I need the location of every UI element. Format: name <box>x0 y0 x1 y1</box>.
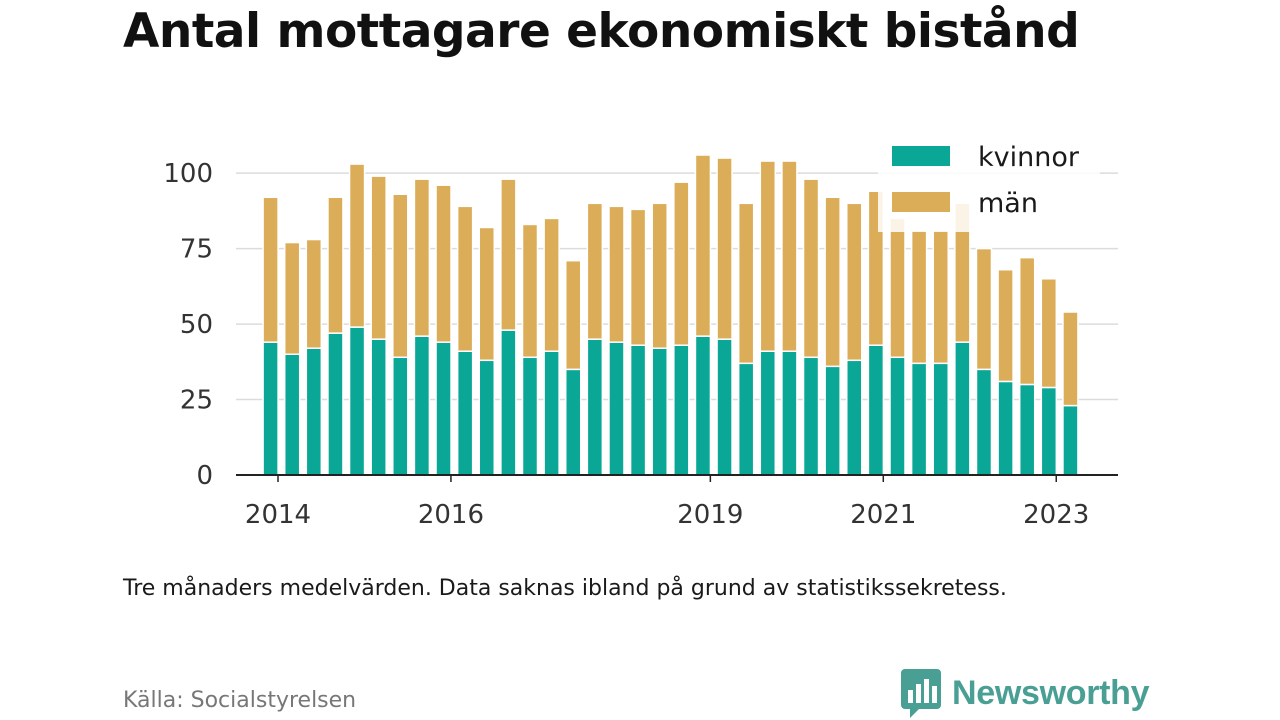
x-axis-ticks: 2014 2016 2019 2021 2023 <box>245 475 1089 530</box>
bar-kvinnor <box>824 365 841 476</box>
bar-man <box>1018 256 1036 386</box>
y-axis-ticks: 0 25 50 75 100 <box>163 159 213 491</box>
x-tick-label: 2016 <box>418 500 484 530</box>
bar-kvinnor <box>305 347 323 476</box>
bar-man <box>413 178 431 337</box>
bar-kvinnor <box>500 329 517 476</box>
bar-man <box>348 163 366 328</box>
legend: kvinnor män <box>878 138 1100 232</box>
bar-man <box>737 202 755 365</box>
bar-kvinnor <box>543 350 560 476</box>
bar-kvinnor <box>629 344 647 476</box>
chart-title: Antal mottagare ekonomiskt bistånd <box>123 4 1080 59</box>
bar-man <box>802 178 820 359</box>
bar-man <box>500 178 517 331</box>
bar-kvinnor <box>867 344 885 476</box>
bar-kvinnor <box>673 344 690 476</box>
bar-kvinnor <box>1040 386 1058 476</box>
bar-kvinnor <box>283 353 301 476</box>
bar-kvinnor <box>1062 404 1079 476</box>
bar-kvinnor <box>1018 383 1036 476</box>
bar-man <box>521 223 539 359</box>
bar-kvinnor <box>586 338 604 476</box>
bar-man <box>694 154 712 337</box>
bar-man <box>478 226 496 362</box>
x-tick-label: 2019 <box>677 500 743 530</box>
bar-man <box>651 202 668 349</box>
y-tick-label: 75 <box>180 235 213 265</box>
bar-kvinnor <box>327 332 344 476</box>
bar-kvinnor <box>370 338 387 476</box>
bar-man <box>305 238 323 349</box>
bar-man <box>997 268 1014 383</box>
bar-man <box>716 157 733 340</box>
y-tick-label: 100 <box>163 159 213 189</box>
bar-kvinnor <box>435 341 452 476</box>
bar-man <box>392 193 409 359</box>
bar-man <box>564 259 582 371</box>
bar-kvinnor <box>889 356 906 476</box>
newsworthy-logo-icon <box>901 669 941 718</box>
bar-man <box>781 160 798 352</box>
bar-kvinnor <box>781 350 798 476</box>
legend-swatch-kvinnor <box>892 146 950 166</box>
bar-man <box>629 208 647 346</box>
bar-kvinnor <box>348 326 366 476</box>
bar-kvinnor <box>262 341 279 476</box>
bar-kvinnor <box>694 335 712 476</box>
bar-man <box>435 184 452 343</box>
bar-man <box>370 175 387 340</box>
legend-label-man: män <box>978 188 1038 219</box>
bar-kvinnor <box>716 338 733 476</box>
bar-man <box>759 160 777 352</box>
x-tick-label: 2021 <box>850 500 916 530</box>
bar-kvinnor <box>932 362 949 476</box>
bar-kvinnor <box>413 335 431 476</box>
bar-man <box>262 196 279 343</box>
bar-man <box>1040 278 1058 389</box>
bar-man <box>543 217 560 352</box>
bar-kvinnor <box>802 356 820 476</box>
bar-kvinnor <box>392 356 409 476</box>
chart-note: Tre månaders medelvärden. Data saknas ib… <box>123 576 1007 601</box>
bar-man <box>889 217 906 359</box>
bar-kvinnor <box>608 341 625 476</box>
bar-kvinnor <box>759 350 777 476</box>
bar-kvinnor <box>910 362 928 476</box>
x-tick-label: 2023 <box>1023 500 1089 530</box>
bar-man <box>824 196 841 368</box>
bar-kvinnor <box>846 359 863 476</box>
brand-logo: Newsworthy <box>900 668 1150 718</box>
bar-man <box>327 196 344 334</box>
bar-kvinnor <box>954 341 971 476</box>
y-tick-label: 25 <box>180 386 213 416</box>
bar-man <box>975 247 993 371</box>
x-tick-label: 2014 <box>245 500 311 530</box>
bar-kvinnor <box>564 368 582 476</box>
bar-man <box>1062 311 1079 407</box>
y-tick-label: 50 <box>180 310 213 340</box>
bar-man <box>283 241 301 356</box>
bar-kvinnor <box>456 350 474 476</box>
bar-man <box>932 229 949 365</box>
bar-kvinnor <box>651 347 668 476</box>
legend-swatch-man <box>892 192 950 212</box>
bar-kvinnor <box>737 362 755 476</box>
bar-kvinnor <box>478 359 496 476</box>
bar-kvinnor <box>997 380 1014 476</box>
y-tick-label: 0 <box>196 461 213 491</box>
bar-man <box>608 205 625 343</box>
bar-kvinnor <box>975 368 993 476</box>
brand-name: Newsworthy <box>952 673 1150 712</box>
legend-label-kvinnor: kvinnor <box>978 142 1080 173</box>
bar-man <box>456 205 474 352</box>
bar-man <box>846 202 863 362</box>
bar-man <box>673 181 690 346</box>
bar-kvinnor <box>521 356 539 476</box>
source-text: Källa: Socialstyrelsen <box>123 688 357 713</box>
bar-man <box>586 202 604 340</box>
bar-man <box>910 229 928 365</box>
